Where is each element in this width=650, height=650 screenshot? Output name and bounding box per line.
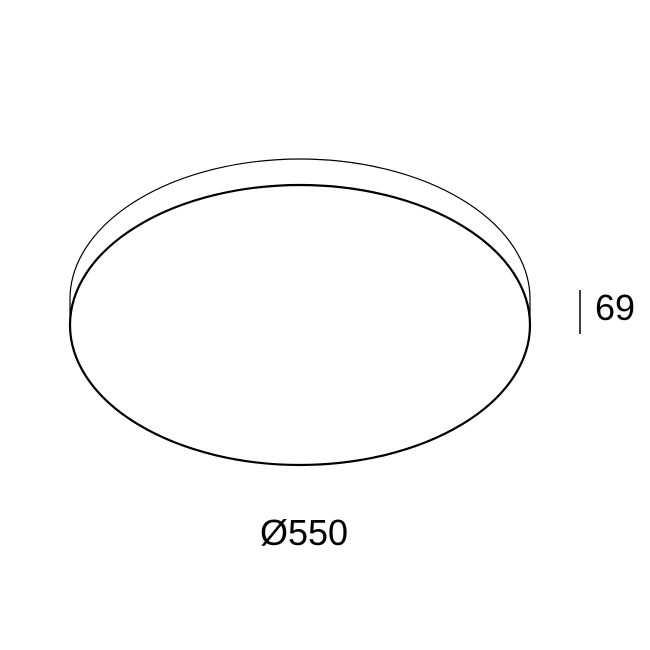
- fixture-top-arc: [70, 159, 530, 299]
- diameter-label: Ø550: [260, 512, 348, 553]
- dimension-drawing: Ø550 69: [0, 0, 650, 650]
- fixture-bottom-ellipse: [70, 185, 530, 465]
- height-label: 69: [595, 287, 635, 328]
